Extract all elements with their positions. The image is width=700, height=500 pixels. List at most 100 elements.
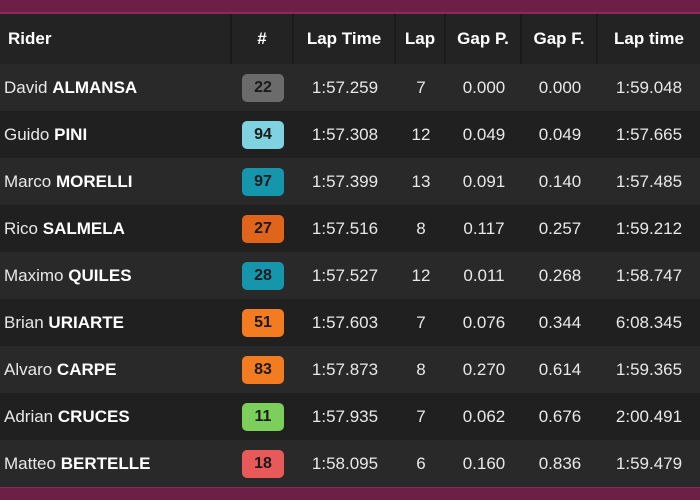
gap-prev-cell: 0.091 xyxy=(446,158,522,205)
number-cell: 83 xyxy=(232,346,294,393)
rider-name: Maximo QUILES xyxy=(0,252,232,299)
rider-first-name: Matteo xyxy=(4,453,56,473)
lap-time-cell: 1:57.259 xyxy=(294,64,396,111)
lap-time-cell: 1:57.935 xyxy=(294,393,396,440)
table-row: Maximo QUILES 28 1:57.527 12 0.011 0.268… xyxy=(0,252,700,299)
lap-time-cell: 1:57.399 xyxy=(294,158,396,205)
gap-prev-cell: 0.000 xyxy=(446,64,522,111)
number-cell: 18 xyxy=(232,440,294,487)
gap-prev-cell: 0.011 xyxy=(446,252,522,299)
last-lap-time-cell: 6:08.345 xyxy=(598,299,700,346)
gap-first-cell: 0.257 xyxy=(522,205,598,252)
lap-cell: 8 xyxy=(396,346,446,393)
last-lap-time-cell: 1:59.048 xyxy=(598,64,700,111)
table-row: Alvaro CARPE 83 1:57.873 8 0.270 0.614 1… xyxy=(0,346,700,393)
table-row: Brian URIARTE 51 1:57.603 7 0.076 0.344 … xyxy=(0,299,700,346)
last-lap-time-cell: 1:59.479 xyxy=(598,440,700,487)
lap-cell: 12 xyxy=(396,252,446,299)
lap-time-cell: 1:57.527 xyxy=(294,252,396,299)
header-number: # xyxy=(232,14,294,64)
lap-cell: 13 xyxy=(396,158,446,205)
rider-first-name: Maximo xyxy=(4,265,64,285)
header-lap: Lap xyxy=(396,14,446,64)
rider-first-name: Marco xyxy=(4,171,52,191)
rider-number-badge: 28 xyxy=(242,261,284,290)
table-row: Matteo BERTELLE 18 1:58.095 6 0.160 0.83… xyxy=(0,440,700,487)
rider-first-name: Brian xyxy=(4,312,44,332)
gap-first-cell: 0.268 xyxy=(522,252,598,299)
header-last-lap-time: Lap time xyxy=(598,14,700,64)
rider-number-badge: 94 xyxy=(242,120,284,149)
rider-name: Marco MORELLI xyxy=(0,158,232,205)
lap-time-cell: 1:58.095 xyxy=(294,440,396,487)
table-header: Rider # Lap Time Lap Gap P. Gap F. Lap t… xyxy=(0,14,700,64)
table-row: Adrian CRUCES 11 1:57.935 7 0.062 0.676 … xyxy=(0,393,700,440)
gap-prev-cell: 0.076 xyxy=(446,299,522,346)
rider-number-badge: 97 xyxy=(242,167,284,196)
gap-first-cell: 0.049 xyxy=(522,111,598,158)
rider-first-name: David xyxy=(4,77,48,97)
rider-last-name: PINI xyxy=(54,124,88,144)
table-row: Guido PINI 94 1:57.308 12 0.049 0.049 1:… xyxy=(0,111,700,158)
gap-first-cell: 0.344 xyxy=(522,299,598,346)
timing-panel: Rider # Lap Time Lap Gap P. Gap F. Lap t… xyxy=(0,12,700,488)
rider-name: Matteo BERTELLE xyxy=(0,440,232,487)
rider-number-badge: 83 xyxy=(242,355,284,384)
lap-cell: 8 xyxy=(396,205,446,252)
last-lap-time-cell: 1:57.485 xyxy=(598,158,700,205)
rider-number-badge: 51 xyxy=(242,308,284,337)
rider-last-name: URIARTE xyxy=(48,312,124,332)
lap-time-cell: 1:57.873 xyxy=(294,346,396,393)
rider-last-name: MORELLI xyxy=(55,171,133,191)
gap-first-cell: 0.000 xyxy=(522,64,598,111)
rider-last-name: QUILES xyxy=(68,265,132,285)
gap-prev-cell: 0.160 xyxy=(446,440,522,487)
rider-first-name: Guido xyxy=(4,124,50,144)
number-cell: 51 xyxy=(232,299,294,346)
lap-time-cell: 1:57.603 xyxy=(294,299,396,346)
table-body: David ALMANSA 22 1:57.259 7 0.000 0.000 … xyxy=(0,64,700,487)
last-lap-time-cell: 1:57.665 xyxy=(598,111,700,158)
rider-number-badge: 18 xyxy=(242,449,284,478)
header-gap-first: Gap F. xyxy=(522,14,598,64)
gap-first-cell: 0.676 xyxy=(522,393,598,440)
header-gap-prev: Gap P. xyxy=(446,14,522,64)
rider-first-name: Adrian xyxy=(4,406,54,426)
table-row: Rico SALMELA 27 1:57.516 8 0.117 0.257 1… xyxy=(0,205,700,252)
rider-name: Rico SALMELA xyxy=(0,205,232,252)
rider-last-name: ALMANSA xyxy=(52,77,138,97)
rider-number-badge: 27 xyxy=(242,214,284,243)
gap-prev-cell: 0.049 xyxy=(446,111,522,158)
gap-first-cell: 0.836 xyxy=(522,440,598,487)
lap-cell: 6 xyxy=(396,440,446,487)
gap-prev-cell: 0.117 xyxy=(446,205,522,252)
rider-first-name: Alvaro xyxy=(4,359,53,379)
header-lap-time: Lap Time xyxy=(294,14,396,64)
number-cell: 94 xyxy=(232,111,294,158)
gap-first-cell: 0.140 xyxy=(522,158,598,205)
number-cell: 27 xyxy=(232,205,294,252)
timing-table: Rider # Lap Time Lap Gap P. Gap F. Lap t… xyxy=(0,14,700,487)
rider-first-name: Rico xyxy=(4,218,39,238)
rider-number-badge: 22 xyxy=(242,73,284,102)
rider-name: David ALMANSA xyxy=(0,64,232,111)
last-lap-time-cell: 1:59.212 xyxy=(598,205,700,252)
table-row: Marco MORELLI 97 1:57.399 13 0.091 0.140… xyxy=(0,158,700,205)
lap-cell: 7 xyxy=(396,299,446,346)
rider-last-name: BERTELLE xyxy=(60,453,151,473)
lap-cell: 12 xyxy=(396,111,446,158)
rider-name: Adrian CRUCES xyxy=(0,393,232,440)
number-cell: 22 xyxy=(232,64,294,111)
lap-time-cell: 1:57.308 xyxy=(294,111,396,158)
last-lap-time-cell: 1:58.747 xyxy=(598,252,700,299)
rider-last-name: SALMELA xyxy=(42,218,125,238)
last-lap-time-cell: 2:00.491 xyxy=(598,393,700,440)
rider-number-badge: 11 xyxy=(242,402,284,431)
gap-prev-cell: 0.270 xyxy=(446,346,522,393)
last-lap-time-cell: 1:59.365 xyxy=(598,346,700,393)
number-cell: 28 xyxy=(232,252,294,299)
rider-last-name: CRUCES xyxy=(57,406,130,426)
lap-cell: 7 xyxy=(396,393,446,440)
rider-last-name: CARPE xyxy=(56,359,117,379)
table-row: David ALMANSA 22 1:57.259 7 0.000 0.000 … xyxy=(0,64,700,111)
